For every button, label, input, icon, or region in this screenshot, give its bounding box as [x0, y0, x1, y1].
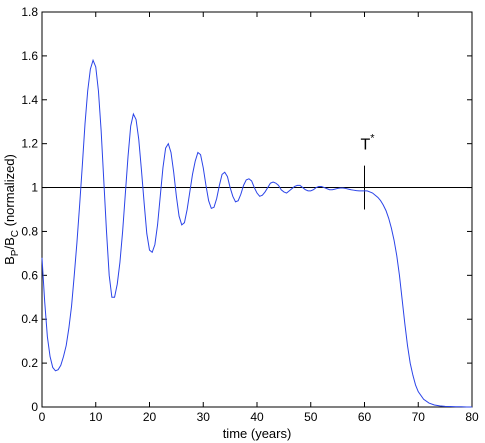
- x-tick-label: 30: [197, 410, 211, 424]
- x-tick-label: 0: [39, 410, 46, 424]
- y-tick-label: 1: [31, 181, 38, 195]
- y-axis-label: BP/BC (normalized): [2, 154, 21, 265]
- y-tick-label: 1.8: [21, 5, 38, 19]
- y-tick-label: 0.2: [21, 356, 38, 370]
- x-tick-label: 60: [358, 410, 372, 424]
- y-tick-label: 0.4: [21, 312, 38, 326]
- series-line: [41, 58, 472, 408]
- y-tick-label: 0.8: [21, 224, 38, 238]
- y-label-sub2: C: [10, 230, 21, 237]
- y-tick-label: 1.6: [21, 49, 38, 63]
- t-star-label: T*: [361, 133, 376, 154]
- y-axis: 0 0.2 0.4 0.6 0.8 1 1.2 1.4 1.6 1.8: [21, 5, 472, 414]
- x-tick-label: 40: [250, 410, 264, 424]
- y-tick-label: 0.6: [21, 268, 38, 282]
- x-tick-label: 80: [465, 410, 479, 424]
- t-star-text: T: [361, 137, 371, 154]
- y-tick-label: 0: [31, 400, 38, 414]
- y-label-base: B: [2, 256, 17, 265]
- x-axis-label: time (years): [223, 426, 292, 441]
- y-label-mid: /B: [2, 237, 17, 249]
- x-tick-label: 50: [304, 410, 318, 424]
- x-tick-label: 20: [143, 410, 157, 424]
- x-tick-label: 10: [89, 410, 103, 424]
- y-label-sub1: P: [10, 249, 21, 256]
- x-tick-label: 70: [412, 410, 426, 424]
- y-tick-label: 1.2: [21, 137, 38, 151]
- y-label-suffix: (normalized): [2, 154, 17, 230]
- t-star-sup: *: [370, 133, 375, 145]
- x-axis: 0 10 20 30 40 50 60 70 80: [39, 12, 479, 424]
- y-tick-label: 1.4: [21, 93, 38, 107]
